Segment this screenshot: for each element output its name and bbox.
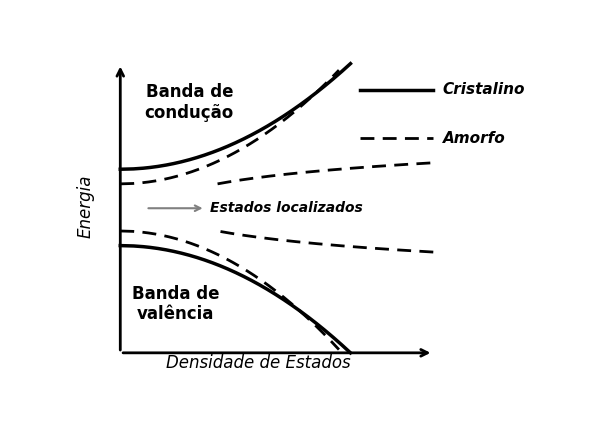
- Text: Banda de
condução: Banda de condução: [145, 83, 234, 122]
- Text: Banda de
valência: Banda de valência: [132, 285, 219, 324]
- Text: Cristalino: Cristalino: [443, 82, 525, 97]
- Text: Estados localizados: Estados localizados: [210, 201, 363, 215]
- Text: Densidade de Estados: Densidade de Estados: [166, 354, 350, 372]
- Text: Amorfo: Amorfo: [443, 131, 505, 146]
- Text: Energia: Energia: [77, 175, 95, 238]
